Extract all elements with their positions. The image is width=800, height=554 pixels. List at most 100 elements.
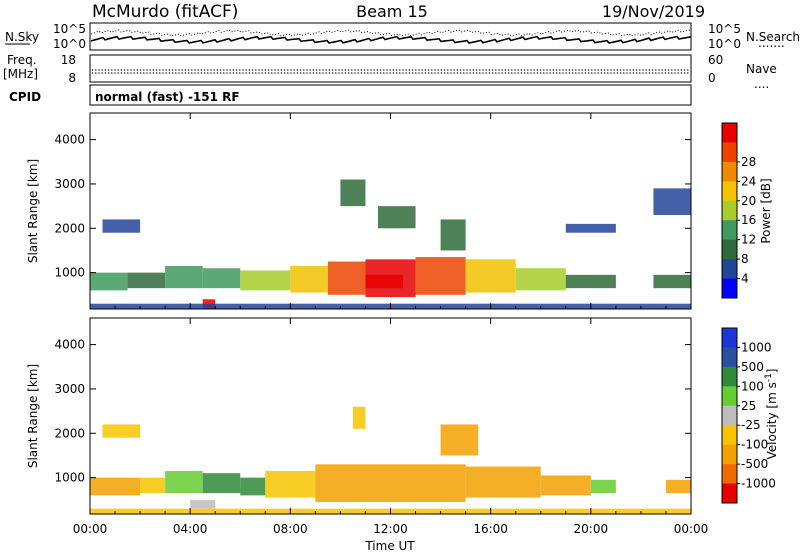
velocity-colorbar-segment <box>722 483 737 504</box>
velocity-axes: 00:00 04:00 08:00 12:00 16:00 20:00 00:00 1000 2… <box>54 318 708 536</box>
station-title: McMurdo (fitACF) <box>92 2 238 22</box>
velocity-colorbar-segment <box>722 328 737 348</box>
velocity-colorbar-segment <box>722 464 737 485</box>
power-band-12 <box>653 274 691 289</box>
power-colorbar-frame <box>721 122 738 299</box>
nave-label: Nave <box>746 62 777 76</box>
velocity-panel: 00:00 04:00 08:00 12:00 16:00 20:00 00:00 1000 2… <box>26 317 779 536</box>
velocity-band-3 <box>202 473 241 494</box>
power-band-3 <box>202 268 241 289</box>
power-band-19 <box>653 188 691 215</box>
velocity-colorbar-segment <box>722 366 737 387</box>
power-band-1 <box>127 272 166 289</box>
power-band-2 <box>165 265 203 289</box>
velocity-colorbar-segment <box>722 405 737 426</box>
velocity-y-tick-label: 2000 <box>54 426 85 440</box>
cpid-label: CPID <box>9 90 41 104</box>
power-band-11 <box>565 274 616 289</box>
velocity-colorbar-frame <box>721 327 738 504</box>
noise-lines <box>90 29 692 44</box>
velocity-colorbar-tick-label: -500 <box>741 457 768 471</box>
power-colorbar-segment <box>722 239 737 260</box>
power-colorbar-segment <box>722 123 737 143</box>
power-plot-area <box>90 179 691 309</box>
power-colorbar-tick-label: 16 <box>741 213 756 227</box>
noise-sky-trace <box>90 35 692 44</box>
frequency-panel-frame <box>89 54 692 83</box>
velocity-band-12 <box>440 424 479 456</box>
power-panel: 1000 2000 3000 4000 Slant Range [km] 4 8 12 16… <box>26 112 773 310</box>
power-y-tick-label: 1000 <box>54 266 85 280</box>
velocity-colorbar: 1000 500 100 25 -25 -100 -500 -1000 <box>721 327 776 504</box>
velocity-y-axis-label: Slant Range [km] <box>26 364 40 468</box>
noise-right-legend-line: ....... <box>758 36 785 50</box>
power-colorbar-tick-label: 28 <box>741 155 756 169</box>
power-colorbar-tick-label: 12 <box>741 233 756 247</box>
power-band-6 <box>327 261 366 295</box>
velocity-x-tick-label: 04:00 <box>173 522 208 536</box>
velocity-band-0 <box>90 477 141 496</box>
velocity-x-tick-label: 08:00 <box>273 522 308 536</box>
velocity-band-5 <box>265 470 316 498</box>
power-colorbar: 4 8 12 16 20 24 28 <box>721 122 756 299</box>
power-band-4 <box>240 270 291 291</box>
velocity-plot-area <box>90 406 691 514</box>
velocity-colorbar-segment <box>722 347 737 368</box>
noise-right-tick-top: 10^5 <box>708 22 741 36</box>
power-colorbar-segment <box>722 161 737 182</box>
noise-left-label: N.Sky <box>5 30 39 44</box>
power-band-5 <box>290 265 328 293</box>
velocity-band-9 <box>590 479 616 494</box>
velocity-colorbar-tick-label: -25 <box>741 418 761 432</box>
date-title: 19/Nov/2019 <box>602 2 705 21</box>
power-colorbar-tick-label: 8 <box>741 252 749 266</box>
velocity-y-tick-label: 4000 <box>54 338 85 352</box>
power-y-axis-label: Slant Range [km] <box>26 159 40 263</box>
power-colorbar-segment <box>722 259 737 280</box>
frequency-label-top: Freq. <box>7 53 37 67</box>
velocity-band-4 <box>240 477 266 496</box>
velocity-colorbar-tick-label: 25 <box>741 399 756 413</box>
velocity-band-13 <box>352 406 366 429</box>
power-band-17 <box>440 219 466 251</box>
velocity-band-2 <box>165 470 203 494</box>
noise-right-tick-bottom: 10^0 <box>708 37 741 51</box>
frequency-right-tick-bottom: 0 <box>708 71 716 85</box>
velocity-colorbar-tick-label: -1000 <box>741 477 776 491</box>
cpid-text: normal (fast) -151 RF <box>95 90 240 104</box>
beam-title: Beam 15 <box>356 2 428 21</box>
frequency-left-tick-top: 18 <box>61 53 76 67</box>
velocity-band-10 <box>665 479 691 494</box>
frequency-label-unit: [MHz] <box>3 67 38 81</box>
power-colorbar-tick-label: 4 <box>741 272 749 286</box>
velocity-x-tick-label: 00:00 <box>674 522 709 536</box>
power-colorbar-label: Power [dB] <box>759 178 773 243</box>
noise-panel: N.Sky 10^5 10^0 10^5 10^0 N.Search .....… <box>5 22 800 51</box>
noise-panel-frame <box>89 22 692 51</box>
power-y-tick-label: 3000 <box>54 177 85 191</box>
power-y-tick-label: 2000 <box>54 221 85 235</box>
power-band-13 <box>365 274 404 289</box>
power-band-16 <box>377 206 416 229</box>
velocity-colorbar-segment <box>722 444 737 465</box>
velocity-band-1 <box>140 477 166 494</box>
noise-left-tick-bottom: 10^0 <box>53 37 86 51</box>
velocity-colorbar-label: Velocity [m s-1] <box>764 369 779 460</box>
power-colorbar-segment <box>722 142 737 163</box>
power-band-20 <box>565 223 616 233</box>
velocity-y-tick-label: 1000 <box>54 471 85 485</box>
velocity-band-7 <box>465 466 541 498</box>
nave-legend-line: .... <box>754 77 769 91</box>
velocity-y-tick-label: 3000 <box>54 382 85 396</box>
velocity-colorbar-tick-label: 100 <box>741 379 764 393</box>
power-axes: 1000 2000 3000 4000 <box>54 113 692 309</box>
x-axis-title: Time UT <box>364 539 415 553</box>
velocity-band-8 <box>540 475 591 496</box>
power-colorbar-tick-label: 20 <box>741 194 756 208</box>
velocity-band-14 <box>102 424 141 438</box>
power-colorbar-segment <box>722 220 737 241</box>
velocity-colorbar-segment <box>722 386 737 407</box>
noise-right-label: N.Search <box>746 30 800 44</box>
noise-left-tick-top: 10^5 <box>53 22 86 36</box>
cpid-panel: CPID normal (fast) -151 RF <box>9 84 692 106</box>
